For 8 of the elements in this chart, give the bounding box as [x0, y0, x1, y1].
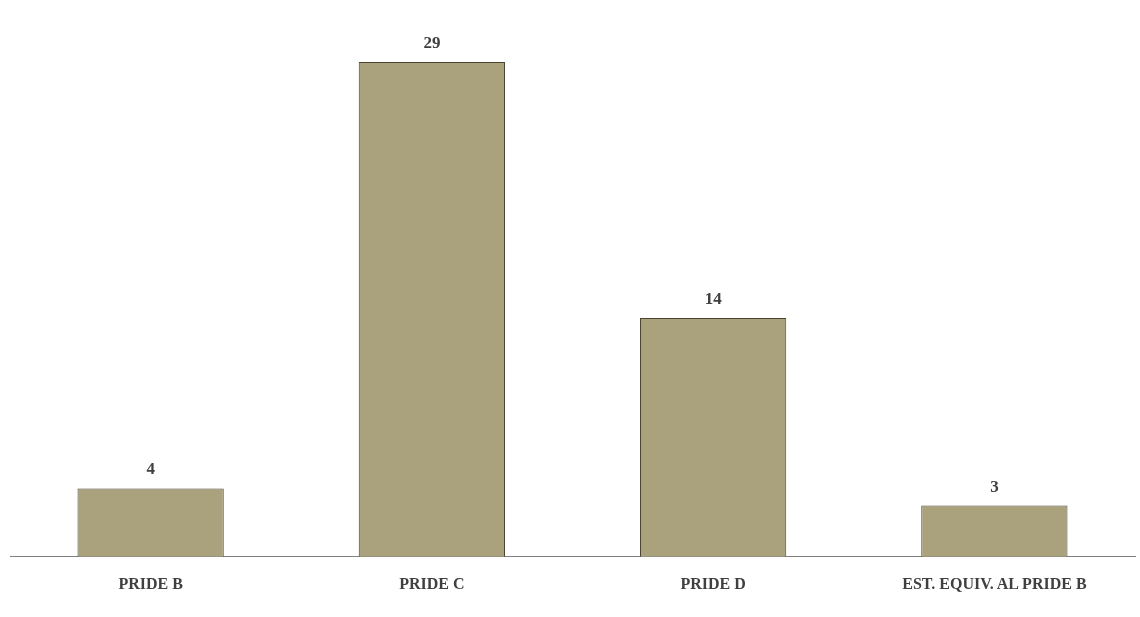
x-tick-label: PRIDE B	[118, 574, 184, 592]
data-label: 14	[704, 288, 723, 308]
x-tick-label: PRIDE C	[399, 574, 465, 592]
data-label: 29	[423, 32, 441, 52]
data-label: 3	[990, 476, 999, 496]
x-tick-label: PRIDE D	[680, 574, 746, 592]
x-tick-label: EST. EQUIV. AL PRIDE B	[902, 574, 1087, 592]
data-label: 4	[146, 459, 156, 479]
